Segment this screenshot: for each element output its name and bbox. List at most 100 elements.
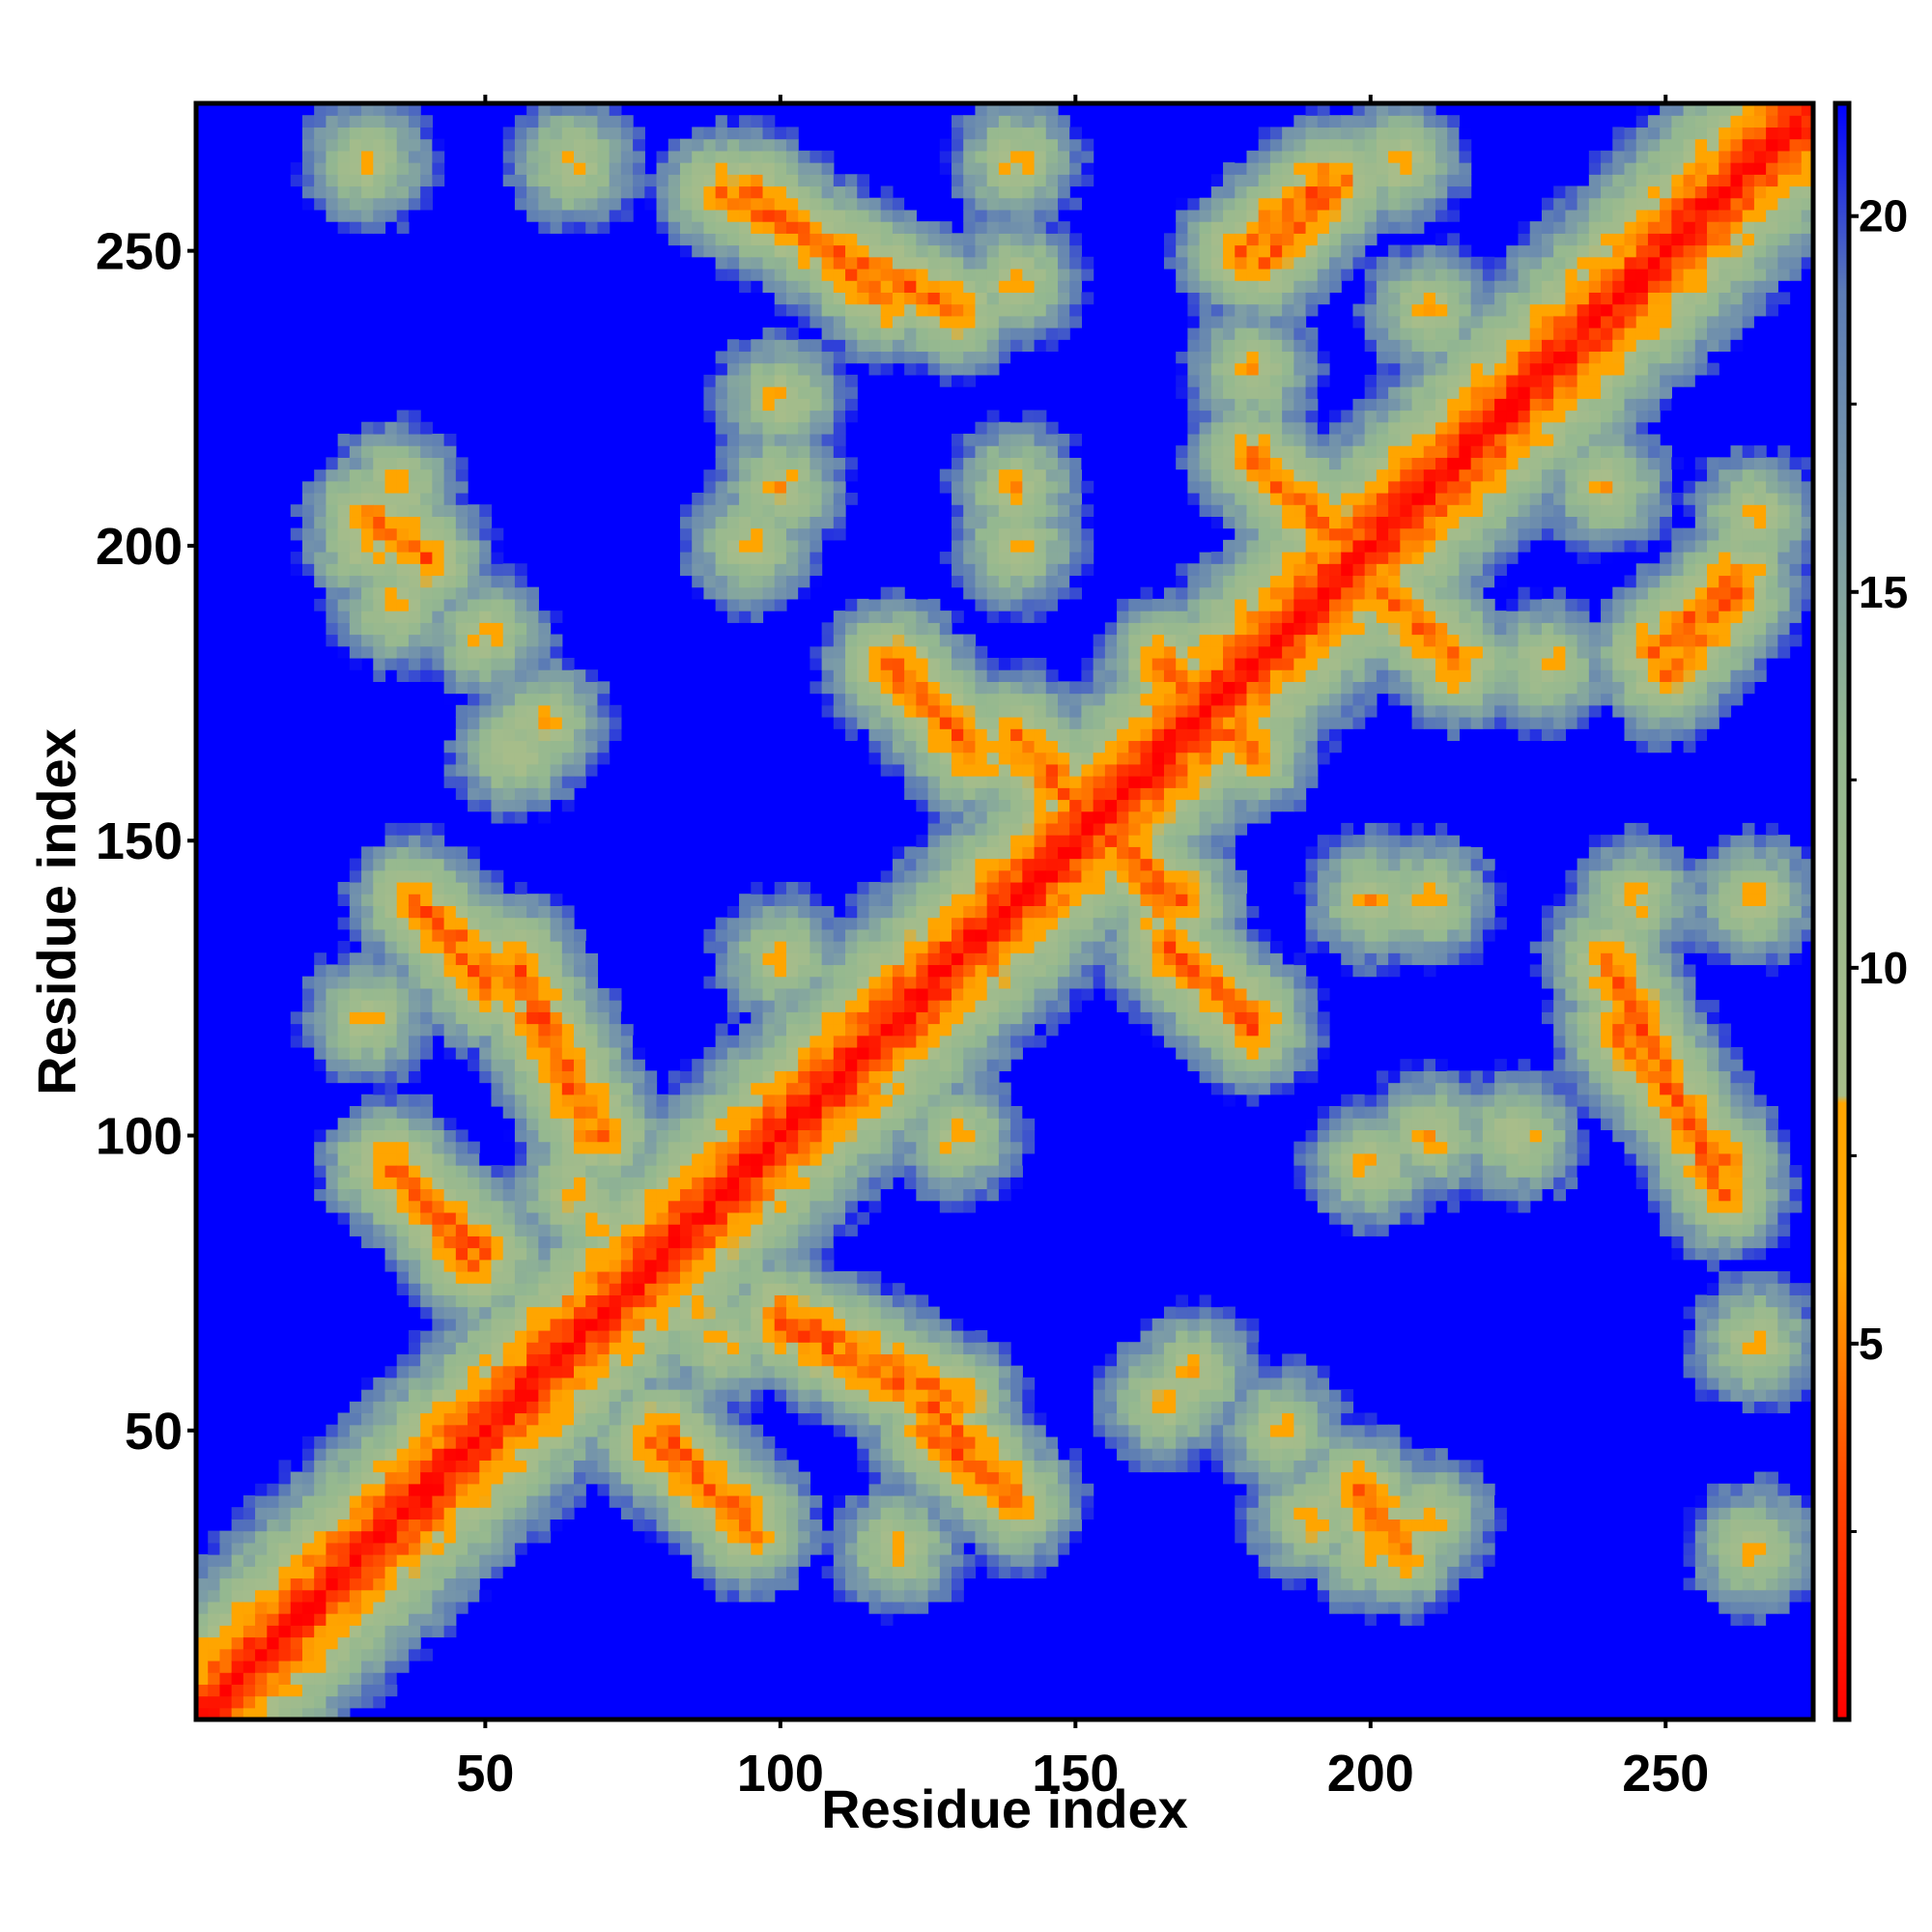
heatmap-cell [538, 1046, 552, 1060]
heatmap-cell [963, 645, 977, 659]
heatmap-cell [880, 1000, 894, 1012]
heatmap-cell [290, 1471, 303, 1485]
heatmap-cell [384, 1483, 398, 1496]
heatmap-cell [692, 1247, 705, 1261]
heatmap-cell [916, 1294, 929, 1308]
heatmap-cell [408, 150, 421, 163]
heatmap-cell [196, 1707, 209, 1720]
heatmap-cell [810, 1129, 823, 1143]
heatmap-cell [975, 657, 988, 670]
heatmap-cell [278, 1707, 292, 1720]
heatmap-cell [762, 457, 776, 470]
heatmap-cell [739, 410, 752, 423]
heatmap-cell [609, 1188, 622, 1202]
heatmap-cell [798, 1494, 810, 1508]
heatmap-cell [609, 174, 622, 187]
heatmap-cell [952, 1589, 964, 1603]
heatmap-cell [574, 1353, 586, 1367]
heatmap-cell [301, 492, 315, 505]
heatmap-cell [290, 1483, 303, 1496]
heatmap-cell [443, 1294, 457, 1308]
heatmap-cell [715, 1035, 728, 1048]
heatmap-cell [798, 1554, 810, 1567]
heatmap-cell [597, 1105, 611, 1119]
heatmap-cell [833, 1507, 846, 1520]
heatmap-cell [633, 1435, 645, 1449]
heatmap-cell [692, 150, 705, 163]
heatmap-cell [349, 469, 362, 482]
heatmap-cell [314, 1129, 327, 1143]
heatmap-cell [526, 1342, 539, 1355]
heatmap-cell [432, 480, 445, 494]
heatmap-cell [868, 1046, 882, 1060]
heatmap-cell [526, 1000, 539, 1012]
heatmap-cell [751, 1566, 764, 1579]
heatmap-cell [916, 693, 929, 706]
heatmap-cell [845, 1129, 858, 1143]
heatmap-cell [798, 928, 810, 942]
heatmap-cell [927, 669, 941, 682]
heatmap-cell [762, 1507, 776, 1520]
heatmap-cell [927, 1412, 941, 1426]
heatmap-cell [751, 987, 764, 1001]
heatmap-cell [420, 1460, 433, 1473]
heatmap-cell [892, 1401, 905, 1414]
heatmap-cell [857, 1082, 870, 1095]
heatmap-cell [597, 1342, 611, 1355]
heatmap-cell [326, 103, 339, 116]
heatmap-cell [396, 209, 410, 222]
heatmap-cell [620, 1011, 634, 1025]
heatmap-cell [349, 1224, 362, 1236]
heatmap-cell [939, 150, 952, 163]
heatmap-cell [384, 1601, 398, 1614]
heatmap-cell [963, 539, 977, 553]
heatmap-cell [904, 1118, 917, 1131]
heatmap-cell [703, 1330, 717, 1343]
heatmap-cell [810, 1094, 823, 1107]
heatmap-cell [468, 1059, 480, 1071]
heatmap-cell [514, 1318, 527, 1331]
heatmap-cell [963, 1059, 977, 1071]
heatmap-cell [408, 669, 421, 682]
heatmap-cell [574, 1236, 586, 1249]
heatmap-cell [810, 1247, 823, 1261]
heatmap-cell [267, 1519, 280, 1532]
heatmap-cell [939, 1494, 952, 1508]
heatmap-cell [597, 221, 611, 234]
heatmap-cell [715, 1129, 728, 1143]
heatmap-cell [301, 480, 315, 494]
heatmap-cell [514, 1224, 527, 1236]
heatmap-cell [845, 717, 858, 729]
heatmap-cell [821, 150, 835, 163]
heatmap-cell [384, 1542, 398, 1555]
heatmap-cell [880, 1105, 894, 1119]
heatmap-cell [656, 1389, 669, 1402]
heatmap-cell [502, 952, 516, 966]
heatmap-cell [396, 552, 410, 564]
heatmap-cell [620, 1460, 634, 1473]
heatmap-cell [762, 552, 776, 564]
heatmap-cell [975, 150, 988, 163]
heatmap-cell [916, 1389, 929, 1402]
heatmap-cell [692, 221, 705, 234]
heatmap-cell [609, 1435, 622, 1449]
heatmap-cell [785, 563, 799, 577]
heatmap-cell [892, 869, 905, 883]
heatmap-cell [561, 1141, 575, 1154]
heatmap-cell [751, 339, 764, 353]
heatmap-cell [609, 1023, 622, 1037]
heatmap-cell [762, 1165, 776, 1178]
heatmap-cell [810, 575, 823, 588]
heatmap-cell [762, 1460, 776, 1473]
heatmap-cell [585, 150, 599, 163]
heatmap-cell [349, 1070, 362, 1084]
heatmap-cell [785, 445, 799, 458]
heatmap-cell [432, 527, 445, 541]
heatmap-cell [455, 1542, 469, 1555]
heatmap-cell [420, 504, 433, 518]
heatmap-cell [455, 657, 469, 670]
heatmap-cell [857, 941, 870, 953]
heatmap-cell [739, 221, 752, 234]
heatmap-cell [420, 174, 433, 187]
heatmap-cell [420, 197, 433, 211]
